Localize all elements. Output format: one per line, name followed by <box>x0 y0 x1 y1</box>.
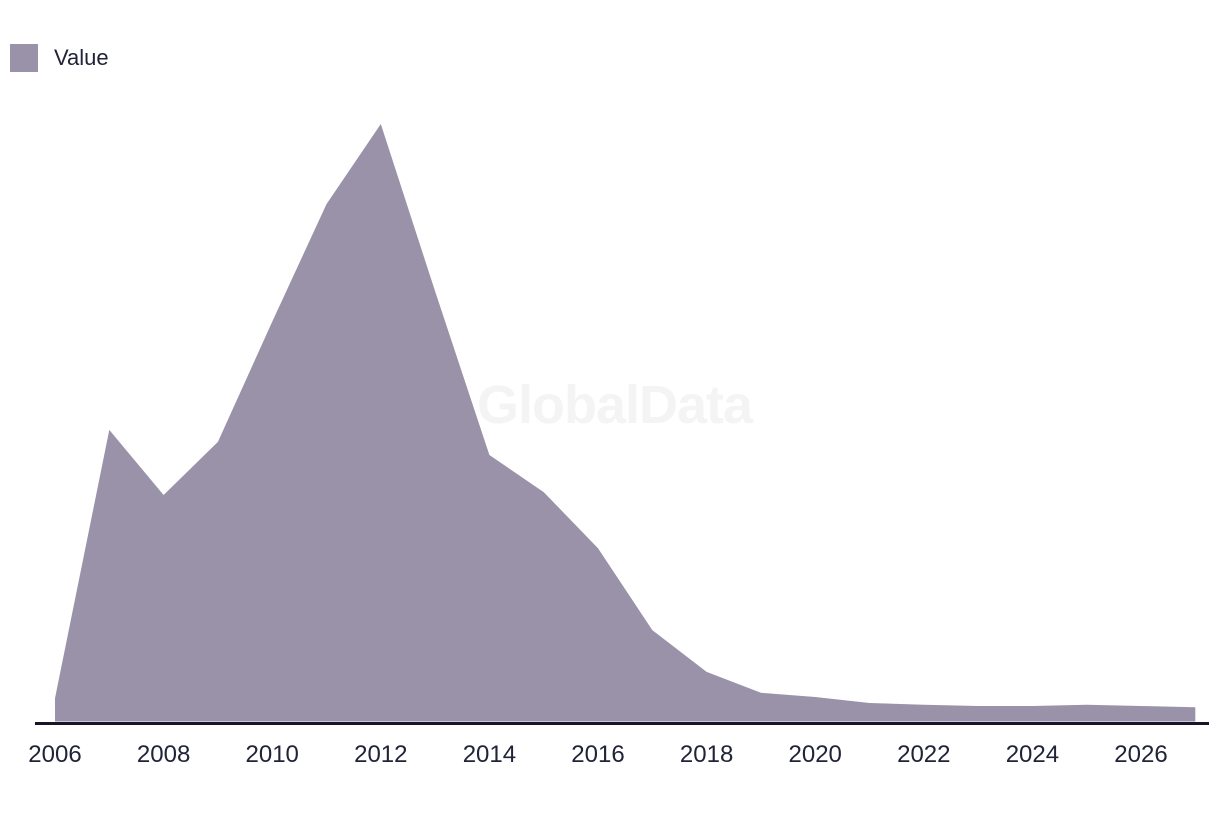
legend-item-value[interactable]: Value <box>10 44 109 72</box>
legend-swatch-icon <box>10 44 38 72</box>
value-area-series <box>55 124 1196 722</box>
legend-label: Value <box>54 45 109 70</box>
x-axis-line <box>35 722 1209 725</box>
watermark: GlobalData <box>477 375 753 435</box>
